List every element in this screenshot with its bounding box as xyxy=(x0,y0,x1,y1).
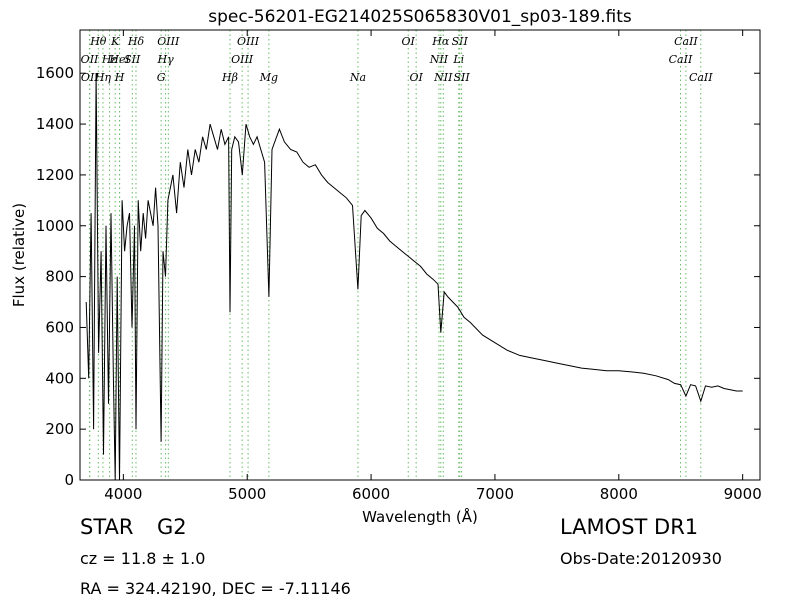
y-tick-label: 1600 xyxy=(36,64,74,82)
spectral-line-label: H xyxy=(114,71,125,84)
class: STAR xyxy=(80,515,133,539)
y-axis-label: Flux (relative) xyxy=(10,203,28,307)
x-tick-label: 7000 xyxy=(476,485,514,503)
y-tick-label: 400 xyxy=(45,369,74,387)
y-tick-label: 1400 xyxy=(36,115,74,133)
y-tick-label: 800 xyxy=(45,268,74,286)
y-tick-label: 0 xyxy=(64,471,74,489)
coordinates: RA = 324.42190, DEC = -7.11146 xyxy=(80,579,351,598)
survey: LAMOST DR1 xyxy=(560,515,698,539)
spectral-line-label: OIII xyxy=(157,35,180,48)
redshift: cz = 11.8 ± 1.0 xyxy=(80,549,205,568)
spectral-line-label: NII xyxy=(433,71,453,84)
x-axis-label: Wavelength (Å) xyxy=(362,507,478,526)
spectral-line-label: CaII xyxy=(669,53,693,66)
spectral-line-label: SII xyxy=(124,53,141,66)
spectral-line-label: Hη xyxy=(94,71,112,84)
plot-frame xyxy=(79,29,761,481)
spectral-line-label: Na xyxy=(349,71,366,84)
spectral-line-label: Li xyxy=(452,53,464,66)
spectral-line-label: G xyxy=(157,71,166,84)
x-tick-label: 5000 xyxy=(228,485,266,503)
y-tick-label: 1200 xyxy=(36,166,74,184)
subclass: G2 xyxy=(157,515,187,539)
spectral-line-label: CaII xyxy=(689,71,713,84)
spectral-line-label: Hθ xyxy=(89,35,107,48)
x-tick-label: 6000 xyxy=(352,485,390,503)
spectral-line-label: NII xyxy=(429,53,449,66)
spectrum xyxy=(85,73,743,481)
spectral-line-label: Hδ xyxy=(127,35,145,48)
spectral-line-label: K xyxy=(110,35,120,48)
spectral-line-label: SII xyxy=(452,35,469,48)
spectral-line-label: Hα xyxy=(431,35,450,48)
spectral-line-label: OIII xyxy=(237,35,260,48)
spectral-line-label: CaII xyxy=(674,35,698,48)
spectral-line-label: OIII xyxy=(231,53,254,66)
spectral-line-label: HeI xyxy=(108,53,130,66)
spectral-line-label: OII xyxy=(81,71,99,84)
x-tick-label: 8000 xyxy=(600,485,638,503)
x-tick-label: 9000 xyxy=(724,485,762,503)
x-tick-label: 4000 xyxy=(104,485,142,503)
spectral-line-label: Hγ xyxy=(157,53,175,66)
spectral-line-label: Hε xyxy=(101,53,118,66)
spectral-line-label: OI xyxy=(409,71,423,84)
spectral-line-label: Mg xyxy=(259,71,278,84)
spectral-line-label: OII xyxy=(81,53,99,66)
obs-date: Obs-Date:20120930 xyxy=(560,549,722,568)
chart-title: spec-56201-EG214025S065830V01_sp03-189.f… xyxy=(208,7,632,27)
y-tick-label: 1000 xyxy=(36,217,74,235)
spectral-line-label: OI xyxy=(402,35,416,48)
spectral-line-label: Hβ xyxy=(221,71,238,84)
spectral-line-label: SII xyxy=(454,71,471,84)
y-tick-label: 200 xyxy=(45,420,74,438)
y-tick-label: 600 xyxy=(45,318,74,336)
